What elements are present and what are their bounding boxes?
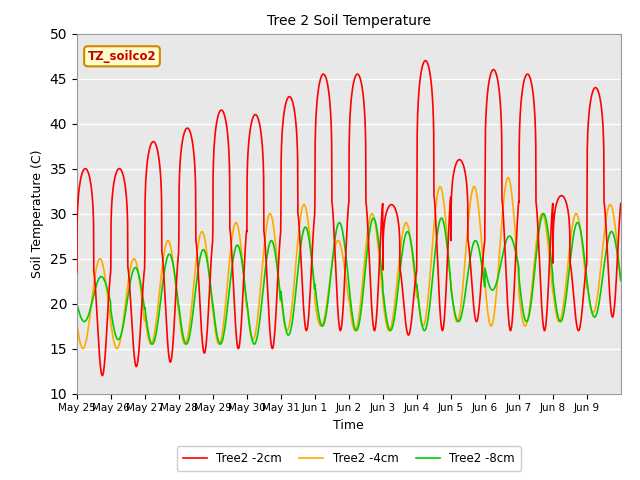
Tree2 -8cm [381, 309, 389, 315]
Tree2 -8cm [513, 253, 520, 259]
Tree2 -8cm [245, 316, 253, 322]
X-axis label: Time: Time [333, 419, 364, 432]
Tree2 -4cm [617, 276, 625, 282]
Tree2 -8cm [544, 226, 552, 231]
Y-axis label: Soil Temperature (C): Soil Temperature (C) [31, 149, 44, 278]
Tree2 -2cm [381, 213, 389, 219]
Tree2 -4cm [245, 318, 253, 324]
Tree2 -2cm [422, 58, 429, 63]
Tree2 -2cm [73, 269, 81, 275]
Tree2 -4cm [127, 261, 135, 266]
Tree2 -2cm [127, 312, 135, 317]
Tree2 -4cm [381, 317, 389, 323]
Line: Tree2 -4cm: Tree2 -4cm [77, 178, 621, 348]
Tree2 -8cm [617, 277, 625, 283]
Tree2 -2cm [99, 372, 106, 378]
Tree2 -8cm [540, 211, 547, 216]
Tree2 -4cm [504, 175, 512, 180]
Tree2 -8cm [148, 341, 156, 347]
Tree2 -8cm [127, 275, 135, 281]
Text: TZ_soilco2: TZ_soilco2 [88, 50, 156, 63]
Tree2 -2cm [544, 299, 552, 305]
Legend: Tree2 -2cm, Tree2 -4cm, Tree2 -8cm: Tree2 -2cm, Tree2 -4cm, Tree2 -8cm [177, 446, 520, 471]
Tree2 -4cm [73, 320, 81, 325]
Tree2 -4cm [79, 346, 87, 351]
Tree2 -2cm [617, 201, 625, 206]
Tree2 -8cm [610, 231, 618, 237]
Tree2 -2cm [513, 228, 521, 234]
Line: Tree2 -2cm: Tree2 -2cm [77, 60, 621, 375]
Title: Tree 2 Soil Temperature: Tree 2 Soil Temperature [267, 14, 431, 28]
Line: Tree2 -8cm: Tree2 -8cm [77, 214, 621, 344]
Tree2 -4cm [513, 252, 521, 258]
Tree2 -2cm [610, 312, 618, 317]
Tree2 -4cm [610, 212, 618, 217]
Tree2 -4cm [544, 237, 552, 243]
Tree2 -2cm [245, 139, 253, 145]
Tree2 -8cm [73, 300, 81, 306]
